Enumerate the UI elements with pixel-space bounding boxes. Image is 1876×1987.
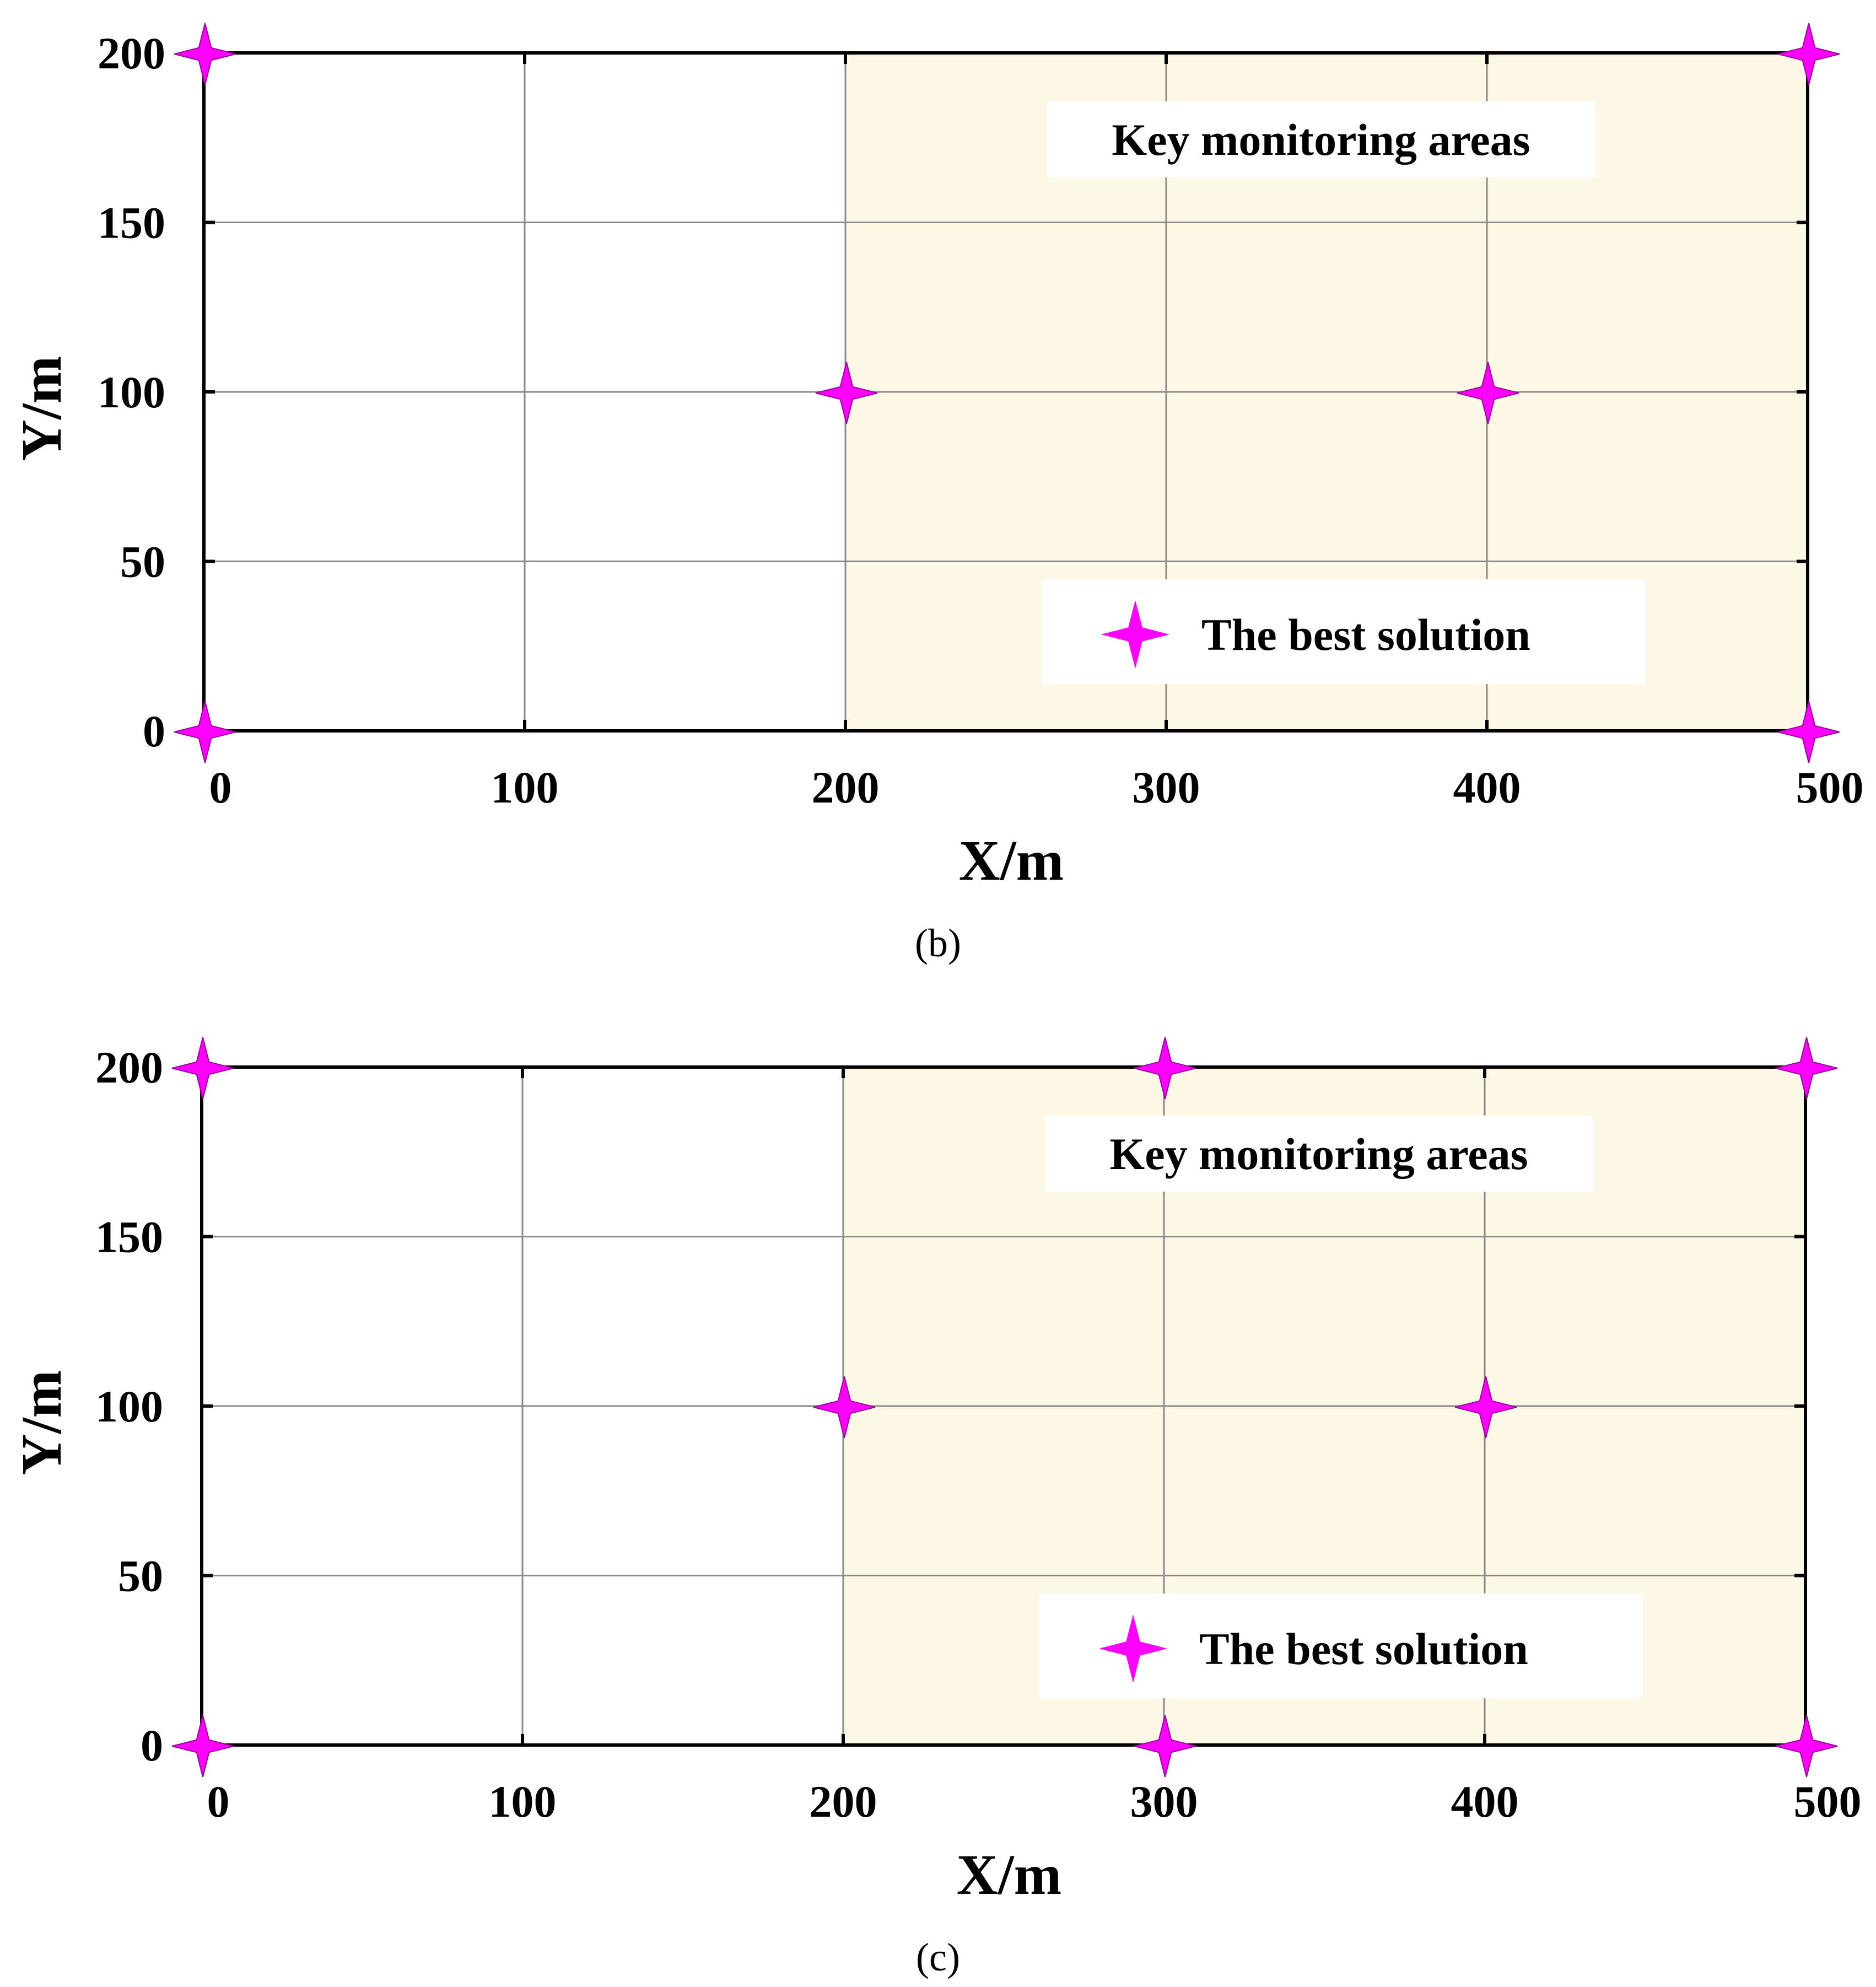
data-point-star — [1777, 701, 1840, 763]
x-tick-label: 400 — [1451, 1776, 1519, 1827]
chart-panel-c: 0 100 200 300 400 500 0 50 100 150 200 X/m Y/m Key mo… — [10, 1037, 1862, 1907]
y-axis-label: Y/m — [10, 1370, 73, 1476]
data-point-star — [1134, 1715, 1196, 1778]
x-tick-label: 200 — [812, 762, 880, 812]
legend-label: The best solution — [1201, 610, 1530, 660]
data-point-star — [1457, 362, 1519, 424]
x-tick-label: 400 — [1453, 762, 1521, 812]
panel-label-c: (c) — [916, 1935, 960, 1979]
data-point-star — [813, 1376, 876, 1439]
data-point-star — [1777, 23, 1840, 85]
x-tick-label: 0 — [209, 762, 232, 812]
legend-star-icon — [1101, 600, 1169, 669]
x-axis-label: X/m — [959, 829, 1064, 892]
x-tick-label: 500 — [1796, 762, 1864, 812]
x-axis-label: X/m — [957, 1843, 1062, 1907]
y-tick-label: 150 — [98, 198, 165, 248]
x-tick-label: 500 — [1794, 1776, 1862, 1827]
data-point-star — [171, 1715, 234, 1778]
data-point-star — [174, 701, 236, 763]
y-tick-label: 50 — [120, 537, 165, 587]
y-tick-label: 200 — [98, 28, 165, 78]
x-tick-label: 0 — [207, 1776, 230, 1827]
legend-star-icon — [1099, 1614, 1167, 1683]
chart-panel-b: 0 100 200 300 400 500 0 50 100 150 200 X/m Y/m Key mo… — [10, 23, 1864, 892]
data-point-star — [1134, 1037, 1196, 1100]
x-tick-label: 300 — [1130, 1776, 1198, 1827]
y-tick-label: 0 — [143, 706, 165, 756]
region-label: Key monitoring areas — [1112, 115, 1530, 165]
y-axis-label: Y/m — [10, 356, 73, 461]
data-point-star — [1775, 1715, 1838, 1778]
legend-label: The best solution — [1199, 1624, 1528, 1674]
data-point-star — [815, 362, 878, 424]
x-tick-label: 200 — [810, 1776, 877, 1827]
x-tick-label: 100 — [489, 1776, 557, 1827]
y-tick-label: 150 — [95, 1212, 163, 1262]
y-tick-label: 50 — [118, 1551, 163, 1601]
region-label-box — [1045, 1116, 1593, 1192]
y-tick-label: 0 — [141, 1720, 163, 1770]
data-point-star — [174, 23, 236, 85]
region-label: Key monitoring areas — [1109, 1129, 1528, 1179]
data-point-star — [1775, 1037, 1838, 1100]
data-point-star — [171, 1037, 234, 1100]
x-tick-label: 100 — [491, 762, 559, 812]
y-tick-label: 100 — [95, 1381, 163, 1431]
y-tick-label: 100 — [98, 367, 165, 417]
data-point-star — [1454, 1376, 1517, 1439]
region-label-box — [1047, 101, 1595, 177]
x-tick-label: 300 — [1133, 762, 1200, 812]
panel-label-b: (b) — [915, 921, 961, 965]
y-tick-label: 200 — [95, 1042, 163, 1092]
